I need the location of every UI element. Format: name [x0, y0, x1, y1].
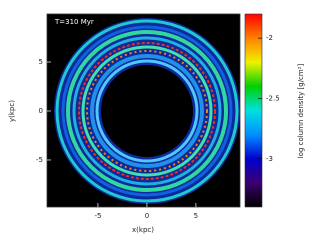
colorbar [244, 13, 263, 208]
y-axis-label: y(kpc) [8, 100, 16, 122]
ring [78, 42, 216, 180]
x-tick-label: -5 [94, 212, 101, 220]
colorbar-tick-label: -3 [266, 155, 273, 163]
ring [86, 50, 208, 172]
inner-hole [101, 65, 193, 157]
ring [61, 25, 233, 197]
y-tick-label: 0 [39, 107, 43, 115]
colorbar-label: log column density [g/cm²] [297, 63, 305, 158]
annotation: T=310 Myr [54, 18, 94, 26]
ring [81, 45, 213, 177]
ring [72, 36, 222, 186]
x-axis-label: x(kpc) [132, 226, 154, 234]
x-tick-label: 5 [194, 212, 198, 220]
colorbar-tick-label: -2 [266, 34, 273, 42]
x-tick-label: 0 [145, 212, 149, 220]
ring [66, 30, 228, 192]
plot-frame [46, 13, 241, 208]
y-tick-label: 5 [39, 58, 43, 66]
ring [55, 19, 239, 203]
colorbar-tick-label: -2.5 [266, 94, 280, 102]
density-image [47, 14, 240, 207]
y-tick-label: -5 [36, 156, 43, 164]
ring [95, 59, 199, 163]
ring [90, 54, 204, 168]
